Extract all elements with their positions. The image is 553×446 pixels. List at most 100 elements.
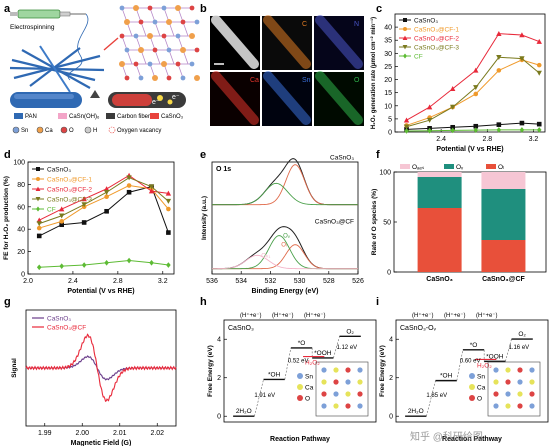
step-label: (H⁺+e⁻) (476, 312, 498, 319)
atom-legend-swatch (297, 395, 303, 401)
atom (147, 33, 153, 39)
legend-label: CaSnO₃ (47, 316, 71, 323)
data-point (403, 117, 410, 123)
atom (345, 403, 351, 409)
y-tick-label: 15 (384, 90, 392, 97)
y-tick-label: 0 (388, 130, 392, 137)
legend-label: CaSnO₃@CF-1 (47, 177, 92, 184)
atom (493, 391, 499, 397)
fitted-peak (212, 235, 358, 270)
x-tick-label: 2.01 (113, 430, 127, 437)
fiber-signal (315, 71, 363, 125)
atom (517, 403, 523, 409)
peak-label: Oₗ (281, 243, 287, 249)
data-point (496, 30, 502, 36)
atom (166, 19, 172, 25)
energy-annotation: 1.85 eV (426, 393, 447, 399)
data-point (519, 56, 525, 62)
data-point (519, 32, 525, 38)
atom (493, 367, 499, 373)
y-tick-label: 80 (17, 182, 25, 189)
data-point (536, 62, 542, 68)
atom (138, 19, 144, 25)
intermediate-label: *OH (440, 373, 453, 380)
x-category-label: CaSnO₃ (426, 276, 453, 283)
x-tick-label: 2.02 (150, 430, 164, 437)
legend-label: CaSnO₃ (414, 18, 438, 25)
panel-e-chart: 526 528 530 532 534 536 Binding Energy (eV) Int… (201, 154, 364, 295)
y-axis-label: Rate of O species (%) (371, 189, 378, 255)
legend-label: Oₐₑₛ (412, 164, 425, 171)
step-label: (H⁺+e⁻) (272, 312, 294, 319)
atom (147, 5, 153, 11)
x-axis-label: Potential (V vs RHE) (67, 288, 134, 295)
legend-label: CF (47, 207, 56, 214)
data-point (165, 198, 172, 204)
panel-a-legend: PAN CaSn(OH)₆ Carbon fiber CaSnO₃ Sn Ca O H Oxyg… (12, 113, 184, 134)
data-point (104, 208, 109, 214)
y-axis-label: Free Energy (eV) (379, 345, 386, 397)
crystal-lattice-icon (119, 5, 200, 81)
atom-legend-swatch (84, 126, 92, 134)
atom-legend-swatch (297, 384, 303, 390)
atom (357, 367, 363, 373)
y-tick-label: 50 (383, 220, 391, 227)
intermediate-label: 2H₂O (236, 408, 252, 415)
data-point (536, 70, 542, 76)
stacked-bar-segment (481, 240, 526, 272)
fiber-signal (263, 15, 311, 69)
legend-label: CaSnO₃@CF-3 (47, 197, 92, 204)
legend-swatch (58, 113, 67, 119)
data-point (126, 257, 132, 264)
panel-g-chart: 1.99 2.00 2.01 2.02 Magnetic Field (G) Signal… (11, 309, 177, 446)
atom (152, 19, 158, 25)
data-point (403, 53, 407, 59)
data-point (403, 18, 407, 22)
legend-label: Carbon fiber (117, 114, 150, 120)
atom-legend-swatch (469, 395, 475, 401)
data-point (36, 233, 42, 239)
fiber-signal (263, 71, 311, 125)
data-point (426, 104, 433, 110)
atom (166, 75, 172, 81)
y-axis-label: Free Energy (eV) (207, 345, 214, 397)
legend-swatch (150, 113, 159, 119)
data-point (148, 184, 155, 190)
data-point (473, 67, 479, 73)
atom (357, 403, 363, 409)
x-tick-label: 530 (294, 278, 306, 285)
step-label: (H⁺+e⁻) (240, 312, 262, 319)
atom (194, 75, 200, 81)
atom-legend-swatch (297, 373, 303, 379)
data-point (473, 85, 479, 91)
stacked-bar-segment (417, 177, 462, 208)
data-point (536, 121, 542, 127)
peak-label: Oᵥ (283, 234, 290, 240)
panel-label-h: h (200, 296, 207, 308)
atom (529, 367, 535, 373)
atom (357, 379, 363, 385)
fiber-icon-pan (10, 92, 82, 108)
fiber-icon-casno3: e⁻ e⁻ (108, 92, 186, 108)
atom (505, 403, 511, 409)
atom (517, 391, 523, 397)
atom (505, 379, 511, 385)
series-line (406, 56, 540, 128)
atom (321, 379, 327, 385)
stacked-bar-segment (481, 172, 526, 189)
data-point (59, 263, 64, 269)
atom (189, 33, 195, 39)
atom (321, 367, 327, 373)
atom (505, 367, 511, 373)
atom (133, 33, 139, 39)
panel-d-chart: 2.0 2.4 2.8 3.2 0 20 40 60 80 100 Potential (V vs … (3, 160, 175, 295)
data-point (81, 220, 87, 225)
y-tick-label: 20 (384, 77, 392, 84)
atom-legend-label: Sn (21, 128, 28, 134)
legend-label: CaSnO₃ (161, 114, 184, 120)
plot-frame (395, 319, 549, 423)
data-point (449, 104, 456, 110)
atom (166, 47, 172, 53)
atom-legend-swatch (60, 126, 68, 134)
